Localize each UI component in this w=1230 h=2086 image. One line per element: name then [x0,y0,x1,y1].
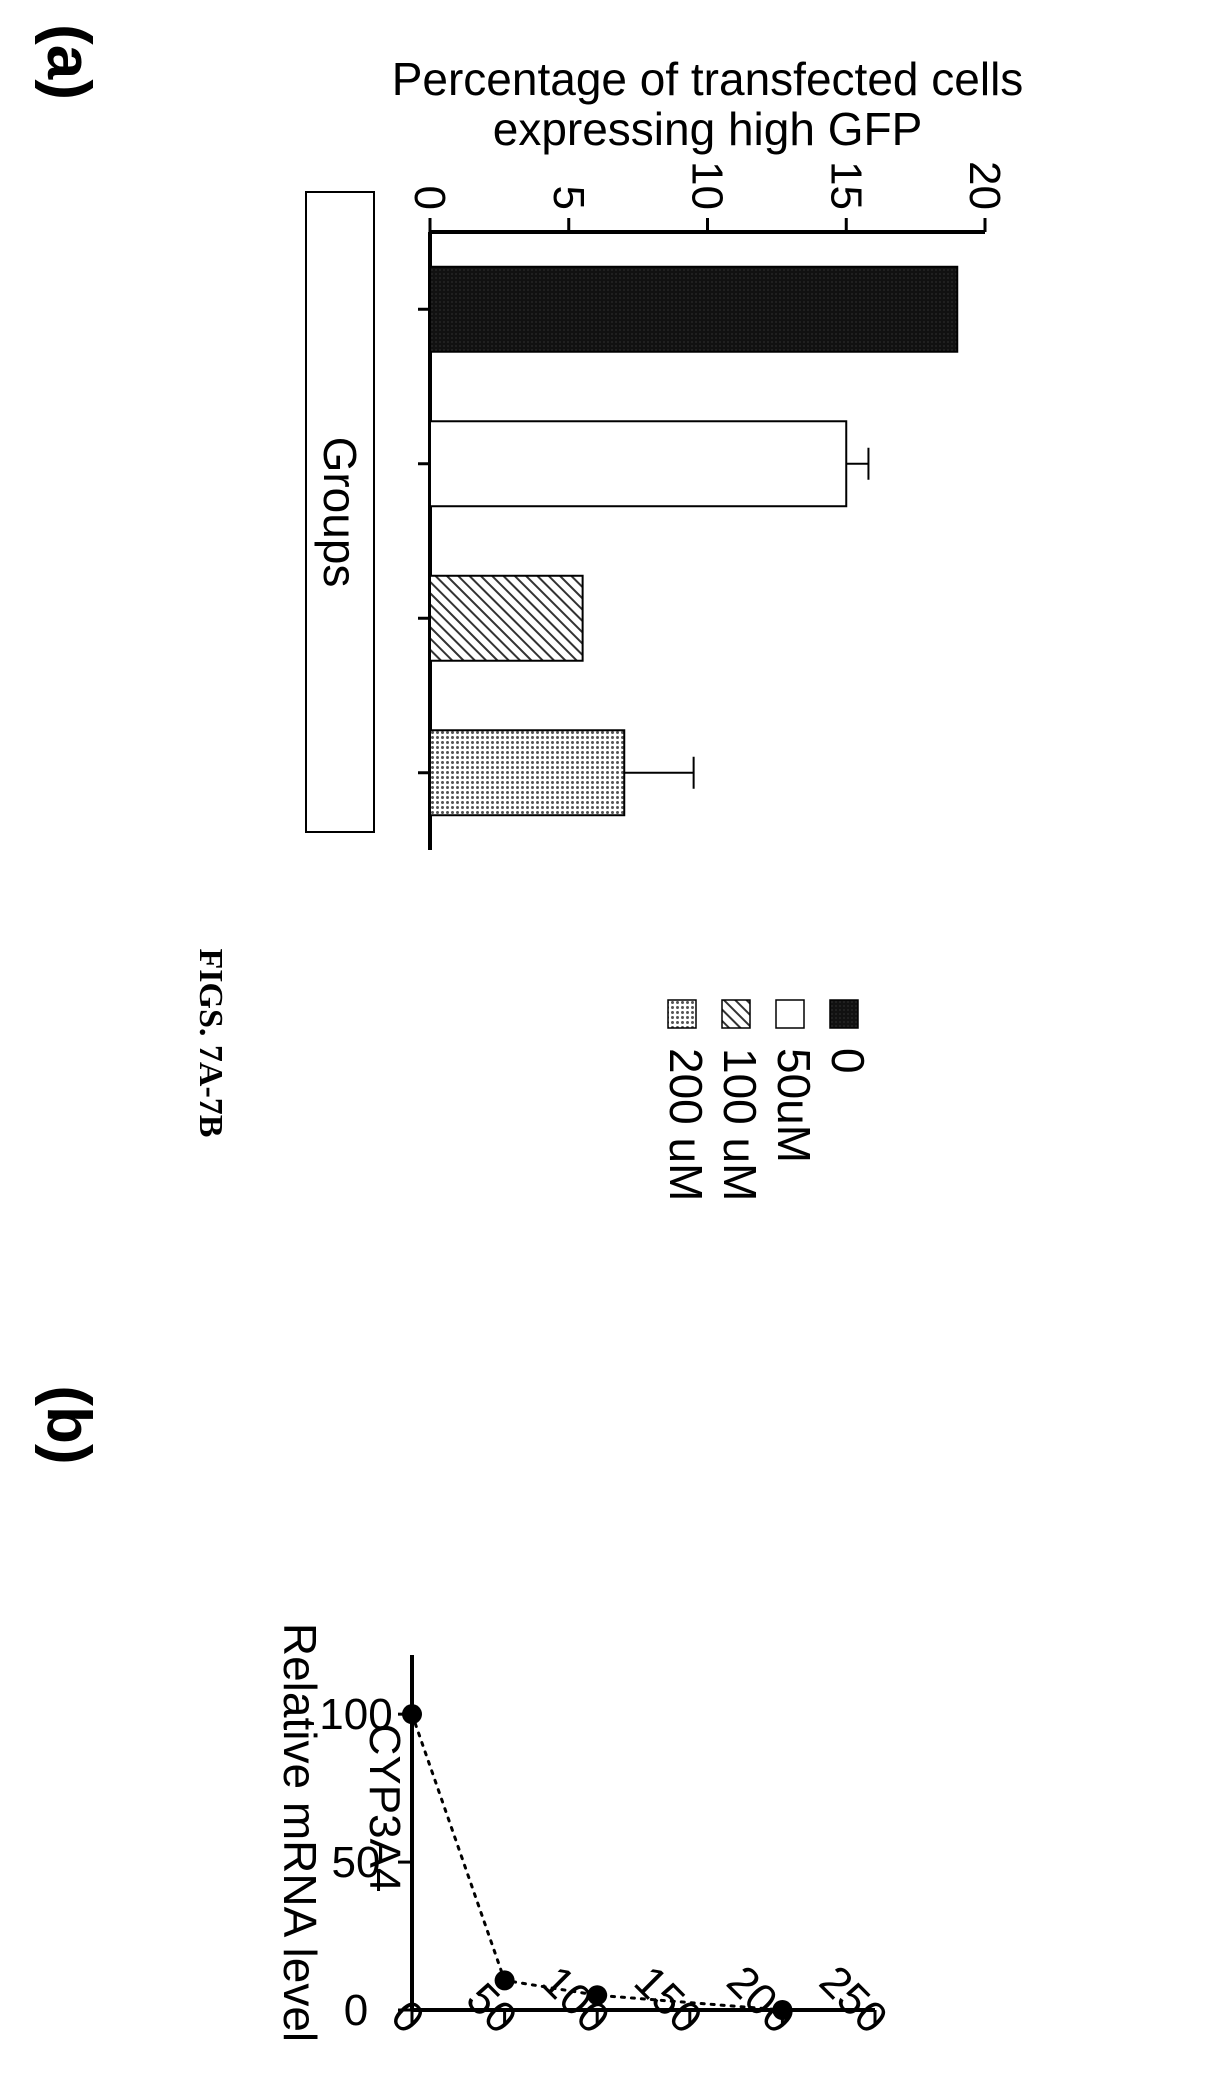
panel-b-label: (b) [34,1385,103,1464]
panel-a-bar-3 [429,729,626,817]
panel-b-x-tick-label: 200 [717,1957,804,2044]
panel-a-y-ticks: 0 5 10 15 20 [405,161,1009,232]
panel-b-x-tick-label: 250 [810,1957,897,2044]
figure-title: FIGS. 7A-7B [192,949,229,1138]
panel-b-data-point-3 [772,2000,793,2020]
panel-a-legend-label-3: 200 uM [660,1048,712,1201]
panel-a-legend-label-0: 0 [822,1048,874,1074]
panel-a-y-tick-label: 15 [821,161,870,210]
panel-a-bar-2 [429,574,584,662]
panel-b-x-tick-label: 0 [382,1991,434,2043]
panel-a-y-tick-label: 5 [544,186,593,210]
panel-b-data-point-2 [587,1985,608,2006]
panel-b-x-tick-label: 150 [625,1957,712,2044]
panel-a-bar-1 [429,420,848,508]
panel-b-axes [410,1655,875,2012]
panel-a-ylabel-line-1: Percentage of transfected cells [392,53,1024,105]
panel-a-xlabel-box [305,191,375,833]
panel-b-y-tick-label: 0 [344,1986,368,2035]
panel-a-legend-swatch-2 [721,999,751,1029]
panel-a-label: (a) [34,24,103,100]
panel-b-x-ticks: 0 50 100 150 200 250 [382,1957,897,2044]
panel-a-xlabel: Groups [314,437,366,588]
panel-b-ylabel: Relative mRNA level [274,1623,326,2042]
panel-a-legend-swatch-0 [829,999,859,1029]
panel-b-y-tick-label: 50 [332,1838,381,1887]
panel-a-bar-chart: (a) Percentage of transfected cells expr… [34,24,1023,1201]
panel-a-legend-swatch-1 [775,999,805,1029]
panel-b-data-point-0 [402,1704,422,1725]
panel-a-legend-swatch-3 [667,999,697,1029]
panel-a-legend-label-2: 100 uM [714,1048,766,1201]
panel-b-y-tick-label: 100 [319,1690,392,1739]
panel-a-bar-0 [429,265,959,353]
panel-a-y-tick-label: 0 [405,186,454,210]
panel-a-legend-label-1: 50uM [768,1048,820,1163]
panel-a-bars [418,265,959,817]
panel-b-data-point-1 [494,1970,515,1991]
panel-a-ylabel-line-2: expressing high GFP [493,103,923,155]
panel-b-series [402,1704,793,2020]
panel-a-y-tick-label: 20 [960,161,1009,210]
panel-b-series-line [410,1712,784,2012]
panel-b-title: CYP3A4 [360,1724,409,1893]
panel-b-line-chart: (b) Relative mRNA level CYP3A4 0 50 100 150… [34,1385,897,2043]
panel-b-x-tick-label: 50 [457,1974,526,2043]
panel-a-y-tick-label: 10 [683,161,732,210]
